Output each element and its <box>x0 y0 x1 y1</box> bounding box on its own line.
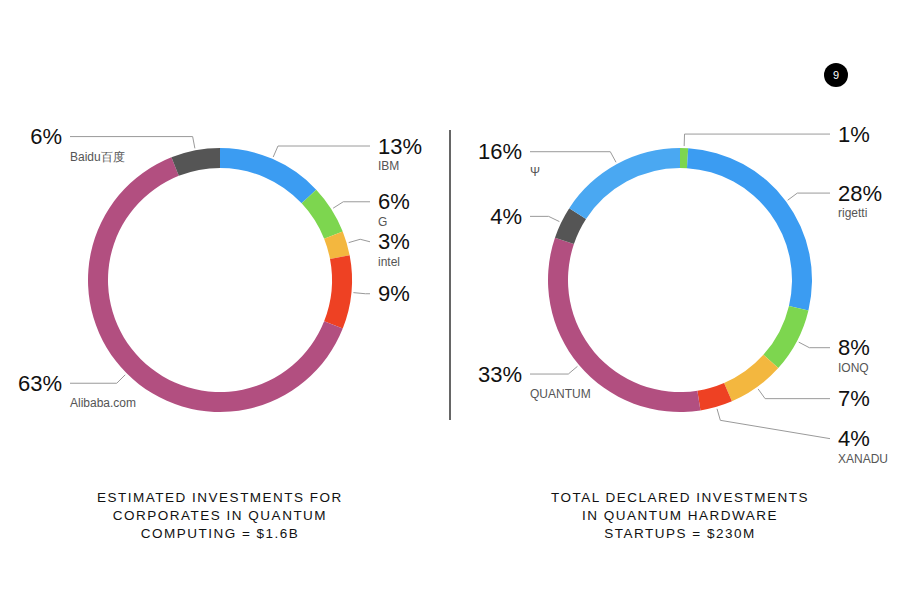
svg-text:3%: 3% <box>378 229 410 254</box>
svg-text:4%: 4% <box>490 204 522 229</box>
svg-text:intel: intel <box>378 255 400 269</box>
svg-text:4%: 4% <box>838 426 870 451</box>
svg-text:16%: 16% <box>478 139 522 164</box>
svg-text:63%: 63% <box>18 371 62 396</box>
svg-text:1%: 1% <box>838 122 870 147</box>
svg-text:XANADU: XANADU <box>838 452 888 466</box>
svg-text:6%: 6% <box>30 124 62 149</box>
svg-text:8%: 8% <box>838 335 870 360</box>
svg-text:IN QUANTUM HARDWARE: IN QUANTUM HARDWARE <box>582 508 778 523</box>
svg-text:Baidu百度: Baidu百度 <box>70 150 125 164</box>
svg-text:IONQ: IONQ <box>838 361 869 375</box>
svg-text:6%: 6% <box>378 189 410 214</box>
svg-text:13%: 13% <box>378 134 422 159</box>
svg-text:COMPUTING = $1.6B: COMPUTING = $1.6B <box>141 526 300 541</box>
svg-text:33%: 33% <box>478 362 522 387</box>
svg-text:28%: 28% <box>838 181 882 206</box>
svg-text:CORPORATES IN QUANTUM: CORPORATES IN QUANTUM <box>113 508 327 523</box>
svg-text:G: G <box>378 215 387 229</box>
svg-text:IBM: IBM <box>378 159 399 173</box>
svg-text:ESTIMATED INVESTMENTS FOR: ESTIMATED INVESTMENTS FOR <box>97 490 343 505</box>
svg-text:TOTAL DECLARED INVESTMENTS: TOTAL DECLARED INVESTMENTS <box>551 490 809 505</box>
svg-text:QUANTUM: QUANTUM <box>530 387 591 401</box>
svg-text:STARTUPS = $230M: STARTUPS = $230M <box>604 526 755 541</box>
svg-text:Alibaba.com: Alibaba.com <box>70 396 136 410</box>
svg-text:9%: 9% <box>378 281 410 306</box>
svg-text:rigetti: rigetti <box>838 206 867 220</box>
svg-text:7%: 7% <box>838 386 870 411</box>
svg-text:Ψ: Ψ <box>530 165 540 179</box>
svg-text:9: 9 <box>833 69 839 81</box>
